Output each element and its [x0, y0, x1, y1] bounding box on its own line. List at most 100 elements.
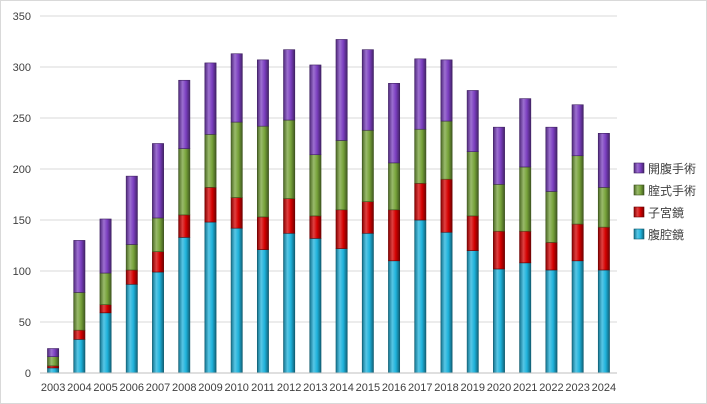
y-axis-ticks: 0 50 100 150 200 250 300 350: [13, 11, 31, 380]
bar-segment: [99, 272, 112, 305]
x-tick-label: 2022: [539, 382, 563, 394]
bar-segment: [99, 312, 112, 374]
x-tick-label: 2014: [329, 382, 353, 394]
bar-segment: [388, 209, 401, 262]
bar-segment: [73, 240, 86, 293]
x-tick-label: 2017: [408, 382, 432, 394]
bar-segment: [178, 79, 191, 149]
legend-label: 腹腔鏡: [648, 227, 684, 242]
bar-segment: [47, 367, 60, 374]
bar-segment: [414, 128, 427, 184]
bar-segment: [597, 226, 610, 271]
bar-segment: [47, 348, 60, 357]
x-tick-label: 2024: [592, 382, 616, 394]
bar-segment: [519, 230, 532, 264]
bar-segment: [414, 219, 427, 374]
legend-label: 腟式手術: [648, 183, 696, 198]
x-tick-label: 2018: [434, 382, 458, 394]
bar-segment: [309, 64, 322, 156]
x-tick-label: 2003: [41, 382, 65, 394]
bar-segment: [73, 339, 86, 374]
x-tick-label: 2011: [251, 382, 275, 394]
bar-segment: [571, 223, 584, 262]
x-tick-label: 2021: [513, 382, 537, 394]
y-tick-label: 100: [13, 266, 31, 278]
bar-segment: [519, 98, 532, 168]
bar-segment: [99, 218, 112, 274]
bar-segment: [256, 216, 269, 250]
bar-segment: [571, 104, 584, 157]
bar-segment: [152, 271, 164, 374]
bar-segment: [545, 269, 558, 374]
legend-swatch: [633, 206, 645, 218]
bar-segment: [309, 154, 322, 217]
bar-segment: [204, 221, 217, 374]
bar-segment: [493, 126, 505, 185]
bar-segment: [152, 251, 164, 273]
bar-segment: [152, 143, 164, 219]
y-tick-label: 0: [25, 368, 31, 380]
y-tick-label: 250: [13, 113, 31, 125]
bar-segment: [125, 244, 138, 271]
y-tick-label: 350: [13, 11, 31, 23]
bar-segment: [47, 365, 60, 369]
bar-segment: [545, 126, 558, 192]
bar-segment: [309, 238, 322, 374]
x-tick-label: 2012: [277, 382, 301, 394]
bar-segment: [230, 53, 243, 123]
bar-segment: [597, 187, 610, 228]
bar-segment: [440, 178, 453, 233]
bar-segment: [283, 49, 296, 121]
bar-segment: [256, 125, 269, 218]
y-tick-label: 50: [19, 317, 31, 329]
bar-segment: [466, 151, 479, 217]
x-tick-label: 2008: [172, 382, 196, 394]
bar-segment: [204, 62, 217, 135]
bar-segment: [571, 260, 584, 374]
bar-segment: [414, 182, 427, 221]
bar-segment: [571, 155, 584, 225]
bar-segment: [388, 83, 401, 164]
y-tick-label: 150: [13, 215, 31, 227]
bar-segment: [545, 191, 558, 243]
legend-swatch: [633, 228, 645, 240]
bar-segment: [361, 201, 374, 234]
bar-segment: [466, 250, 479, 374]
bar-segment: [388, 162, 401, 211]
x-tick-label: 2004: [67, 382, 91, 394]
bar-segment: [414, 58, 427, 130]
bar-segment: [125, 283, 138, 374]
bar-segment: [283, 232, 296, 374]
bar-segment: [178, 237, 191, 374]
bar-segment: [256, 59, 269, 127]
bar-segment: [440, 59, 453, 122]
bar-segment: [388, 260, 401, 374]
bar-segment: [597, 269, 610, 374]
legend-swatch: [633, 162, 645, 174]
bar-segment: [125, 269, 138, 285]
bar-segment: [204, 187, 217, 223]
bar-segment: [204, 134, 217, 188]
bar-segment: [519, 262, 532, 374]
bar-segment: [256, 249, 269, 374]
bar-segment: [440, 231, 453, 374]
bar-segment: [335, 248, 348, 374]
bar-segment: [230, 197, 243, 229]
x-tick-label: 2009: [198, 382, 222, 394]
bar-segment: [73, 329, 86, 340]
bar-segment: [178, 148, 191, 216]
legend-label: 子宮鏡: [648, 205, 684, 220]
bar-segment: [230, 227, 243, 374]
bar-segment: [283, 119, 296, 199]
bar-segment: [99, 304, 112, 314]
bar-segment: [597, 133, 610, 188]
x-tick-label: 2016: [382, 382, 406, 394]
bar-segment: [335, 39, 348, 141]
bar-segment: [361, 232, 374, 374]
bars: [47, 39, 610, 374]
x-tick-label: 2020: [487, 382, 511, 394]
bar-segment: [361, 49, 374, 131]
